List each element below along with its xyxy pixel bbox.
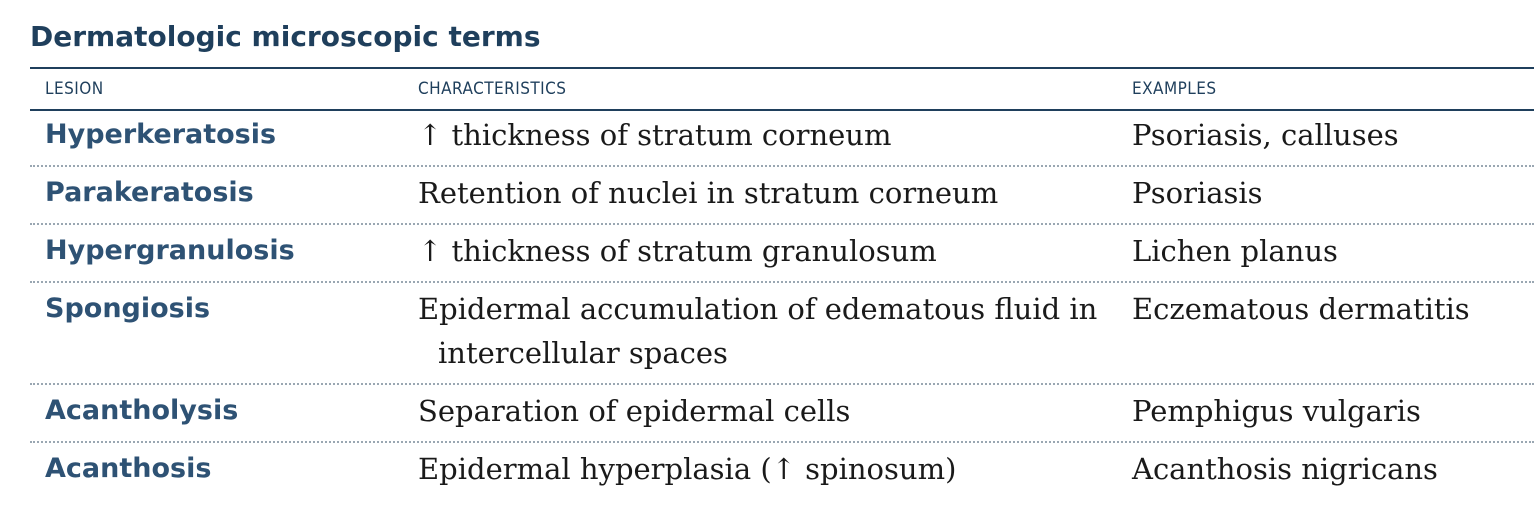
terms-table: LESION CHARACTERISTICS EXAMPLES Hyperker… — [30, 69, 1534, 499]
lesion-characteristic: ↑ thickness of stratum granulosum — [418, 234, 937, 268]
lesion-example: Lichen planus — [1132, 234, 1338, 268]
column-header-examples: EXAMPLES — [1132, 79, 1217, 99]
characteristic-line-2: intercellular spaces — [438, 336, 728, 370]
table-row: Hypergranulosis ↑ thickness of stratum g… — [30, 223, 1534, 281]
table-row: Acanthosis Epidermal hyperplasia (↑ spin… — [30, 441, 1534, 499]
lesion-name: Hyperkeratosis — [45, 119, 277, 150]
column-header-lesion: LESION — [45, 79, 104, 99]
lesion-characteristic: Separation of epidermal cells — [418, 394, 851, 428]
table-row: Hyperkeratosis ↑ thickness of stratum co… — [30, 109, 1534, 165]
table-row: Parakeratosis Retention of nuclei in str… — [30, 165, 1534, 223]
lesion-example: Eczematous dermatitis — [1132, 292, 1470, 326]
lesion-example: Psoriasis, calluses — [1132, 118, 1399, 152]
lesion-name: Spongiosis — [45, 293, 211, 324]
characteristic-line-1: Epidermal accumulation of edematous flui… — [418, 292, 1098, 326]
lesion-example: Psoriasis — [1132, 176, 1263, 210]
lesion-characteristic: Epidermal accumulation of edematous flui… — [418, 287, 1108, 375]
lesion-characteristic: ↑ thickness of stratum corneum — [418, 118, 892, 152]
title-rule — [30, 67, 1534, 69]
lesion-example: Acanthosis nigricans — [1132, 452, 1438, 486]
table-header-row: LESION CHARACTERISTICS EXAMPLES — [30, 69, 1534, 109]
lesion-name: Acantholysis — [45, 395, 239, 426]
table-row: Acantholysis Separation of epidermal cel… — [30, 383, 1534, 441]
lesion-name: Parakeratosis — [45, 177, 254, 208]
header-rule — [30, 109, 1534, 111]
lesion-characteristic: Retention of nuclei in stratum corneum — [418, 176, 999, 210]
column-header-characteristics: CHARACTERISTICS — [418, 79, 567, 99]
lesion-name: Hypergranulosis — [45, 235, 295, 266]
page-title: Dermatologic microscopic terms — [30, 20, 541, 53]
lesion-name: Acanthosis — [45, 453, 212, 484]
lesion-characteristic: Epidermal hyperplasia (↑ spinosum) — [418, 452, 957, 486]
lesion-example: Pemphigus vulgaris — [1132, 394, 1421, 428]
table-row: Spongiosis Epidermal accumulation of ede… — [30, 281, 1534, 383]
